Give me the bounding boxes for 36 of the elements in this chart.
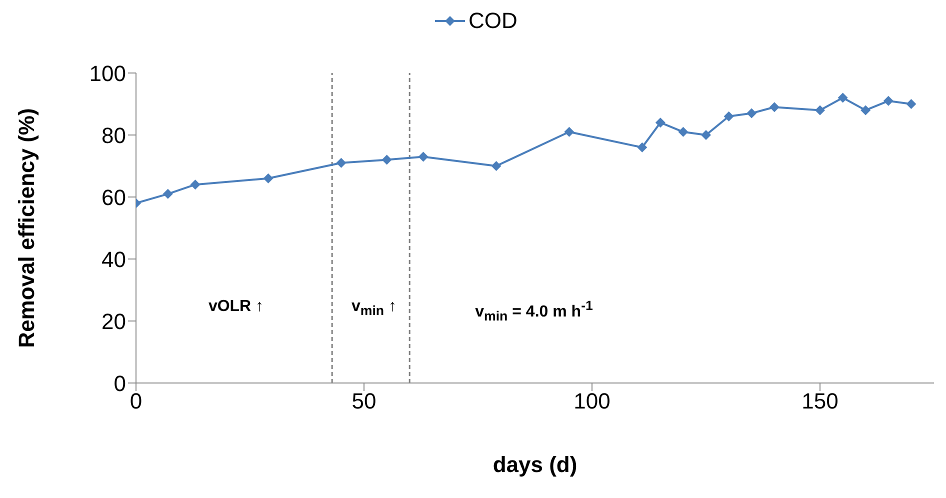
point bbox=[190, 180, 200, 190]
x-tick-label: 0 bbox=[130, 388, 142, 414]
point bbox=[724, 111, 734, 122]
point bbox=[418, 152, 428, 162]
annotation: v$_{min}$ = 4.0 m h$^{-1}$ bbox=[475, 298, 593, 324]
y-tick-label: 100 bbox=[89, 60, 126, 86]
annotation: vOLR ↑ bbox=[208, 298, 264, 316]
point bbox=[906, 99, 916, 109]
legend-label: COD bbox=[468, 8, 518, 34]
point bbox=[860, 105, 871, 116]
x-tick-label: 50 bbox=[352, 388, 376, 414]
y-tick-label: 20 bbox=[102, 308, 126, 334]
point bbox=[815, 105, 825, 116]
y-tick-label: 40 bbox=[102, 246, 126, 272]
annotation: v$_{min}$ ↑ bbox=[351, 298, 397, 318]
point bbox=[838, 92, 848, 103]
point bbox=[678, 126, 688, 137]
point bbox=[263, 173, 274, 184]
point bbox=[769, 102, 780, 112]
point bbox=[637, 142, 648, 152]
x-tick-label: 150 bbox=[802, 388, 838, 414]
point bbox=[655, 118, 666, 128]
point bbox=[564, 126, 574, 137]
x-tick-label: 100 bbox=[574, 388, 610, 414]
y-tick-label: 0 bbox=[114, 370, 126, 396]
point bbox=[382, 154, 392, 165]
y-axis-title: Removal efficiency (%) bbox=[14, 108, 39, 348]
x-axis-title: days (d) bbox=[492, 452, 578, 477]
point bbox=[162, 188, 173, 199]
point bbox=[336, 158, 346, 168]
y-tick-label: 80 bbox=[102, 122, 126, 148]
point bbox=[701, 130, 711, 140]
point bbox=[491, 161, 502, 171]
y-tick-label: 60 bbox=[102, 184, 126, 210]
point bbox=[883, 96, 894, 106]
point bbox=[746, 108, 757, 118]
